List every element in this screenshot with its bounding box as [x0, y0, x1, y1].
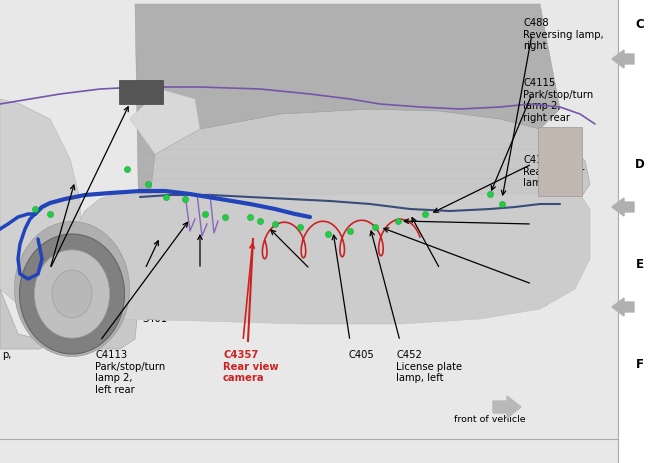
- FancyArrow shape: [612, 51, 634, 69]
- Text: C488
Reversing lamp,
right: C488 Reversing lamp, right: [523, 18, 604, 51]
- FancyArrow shape: [612, 298, 634, 316]
- Text: S407
S412: S407 S412: [32, 301, 57, 323]
- Text: E: E: [636, 257, 644, 270]
- Ellipse shape: [52, 270, 92, 319]
- FancyBboxPatch shape: [538, 128, 582, 197]
- Text: D: D: [635, 158, 645, 171]
- Text: 13A409: 13A409: [438, 301, 476, 311]
- Text: C405: C405: [348, 349, 374, 359]
- Text: front of vehicle: front of vehicle: [454, 414, 526, 423]
- FancyArrow shape: [493, 396, 521, 418]
- Polygon shape: [135, 5, 560, 289]
- Polygon shape: [130, 90, 200, 155]
- Text: C4138
Rear marker
lamp, right: C4138 Rear marker lamp, right: [523, 155, 585, 188]
- Text: S400
S401: S400 S401: [142, 301, 167, 323]
- Polygon shape: [0, 100, 590, 349]
- Text: C4113
Park/stop/turn
lamp 2,
left rear: C4113 Park/stop/turn lamp 2, left rear: [95, 349, 165, 394]
- Text: F: F: [636, 357, 644, 370]
- FancyArrow shape: [612, 199, 634, 217]
- Text: S403
S404
S405: S403 S404 S405: [523, 275, 548, 307]
- Text: S402: S402: [198, 301, 223, 311]
- Text: S406: S406: [305, 301, 330, 311]
- Ellipse shape: [20, 234, 125, 354]
- Polygon shape: [58, 194, 590, 324]
- Text: C4357
Rear view
camera: C4357 Rear view camera: [223, 349, 279, 382]
- Text: p,: p,: [2, 349, 11, 359]
- Text: C4115
Park/stop/turn
lamp 2,
right rear: C4115 Park/stop/turn lamp 2, right rear: [523, 78, 593, 123]
- Ellipse shape: [14, 222, 130, 357]
- Text: C: C: [636, 18, 645, 31]
- FancyBboxPatch shape: [0, 0, 618, 463]
- Text: C462
License plate
lamp, right: C462 License plate lamp, right: [523, 213, 589, 246]
- FancyBboxPatch shape: [119, 81, 163, 105]
- Polygon shape: [0, 100, 82, 309]
- Text: C452
License plate
lamp, left: C452 License plate lamp, left: [396, 349, 462, 382]
- Ellipse shape: [34, 250, 109, 338]
